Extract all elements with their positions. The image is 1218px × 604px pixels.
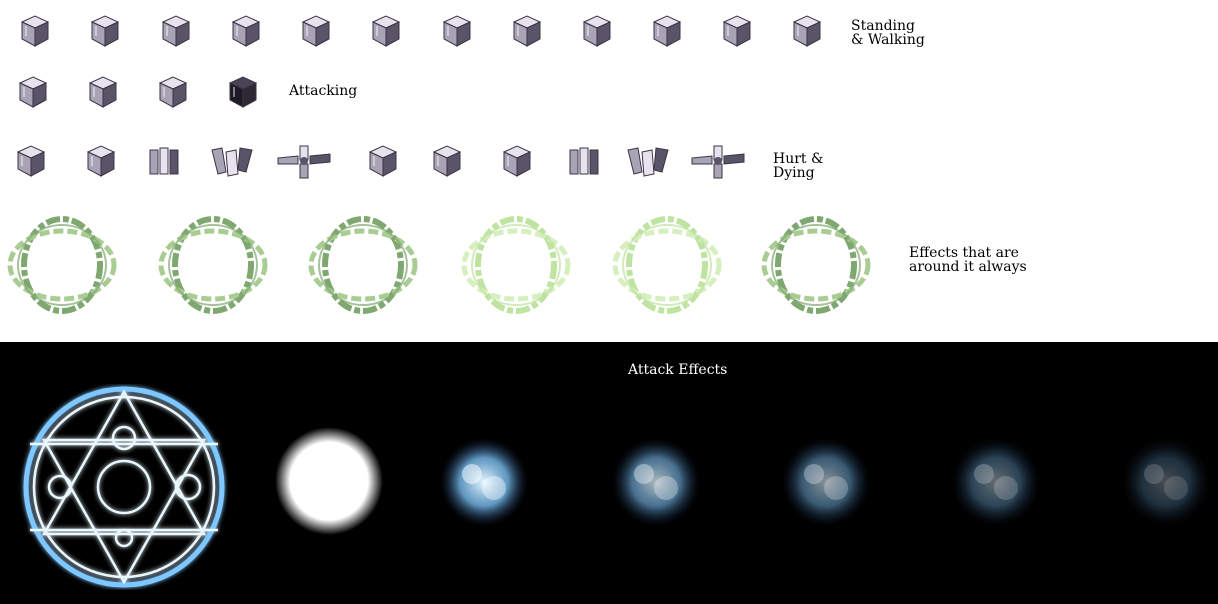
- broken-cube-icon: [144, 142, 184, 184]
- cube-icon: [498, 142, 536, 184]
- broken-cube-icon: [564, 142, 604, 184]
- cube-icon: [227, 12, 265, 54]
- glow-orb-icon: [274, 426, 384, 540]
- magic-circle-icon: [6, 384, 242, 594]
- cube-icon: [788, 12, 826, 54]
- hurt-label-line1: Hurt &: [773, 151, 824, 167]
- green-ring-icon: [609, 208, 725, 326]
- effects-label-line2: around it always: [909, 259, 1027, 275]
- standing-label-line1: Standing: [851, 18, 915, 34]
- green-ring-icon: [305, 208, 421, 326]
- cube-icon: [82, 142, 120, 184]
- cube-icon: [428, 142, 466, 184]
- attacking-label: Attacking: [289, 83, 358, 99]
- sprite-sheet-upper: [0, 0, 1218, 342]
- green-ring-icon: [458, 208, 574, 326]
- dark-cube-icon: [224, 73, 262, 115]
- cube-icon: [578, 12, 616, 54]
- shattered-cube-icon: [208, 142, 256, 184]
- cube-icon: [438, 12, 476, 54]
- cube-icon: [154, 73, 192, 115]
- green-ring-icon: [758, 208, 874, 326]
- cross-pieces-icon: [688, 142, 748, 184]
- blue-burst-icon: [780, 436, 872, 532]
- effects-label-line1: Effects that are: [909, 245, 1019, 261]
- hurt-label-line2: Dying: [773, 165, 815, 181]
- cube-icon: [157, 12, 195, 54]
- cube-icon: [508, 12, 546, 54]
- attack-effects-label: Attack Effects: [628, 362, 728, 378]
- cube-icon: [86, 12, 124, 54]
- blue-burst-icon: [610, 436, 702, 532]
- shattered-cube-icon: [624, 142, 672, 184]
- cube-icon: [84, 73, 122, 115]
- cross-pieces-icon: [274, 142, 334, 184]
- blue-burst-icon: [438, 436, 530, 532]
- cube-icon: [364, 142, 402, 184]
- cube-icon: [297, 12, 335, 54]
- standing-label-line2: & Walking: [851, 32, 925, 48]
- green-ring-icon: [155, 208, 271, 326]
- cube-icon: [16, 12, 54, 54]
- cube-icon: [648, 12, 686, 54]
- cube-icon: [718, 12, 756, 54]
- cube-icon: [12, 142, 50, 184]
- blue-burst-icon: [1120, 436, 1212, 532]
- green-ring-icon: [4, 208, 120, 326]
- cube-icon: [14, 73, 52, 115]
- blue-burst-icon: [950, 436, 1042, 532]
- cube-icon: [367, 12, 405, 54]
